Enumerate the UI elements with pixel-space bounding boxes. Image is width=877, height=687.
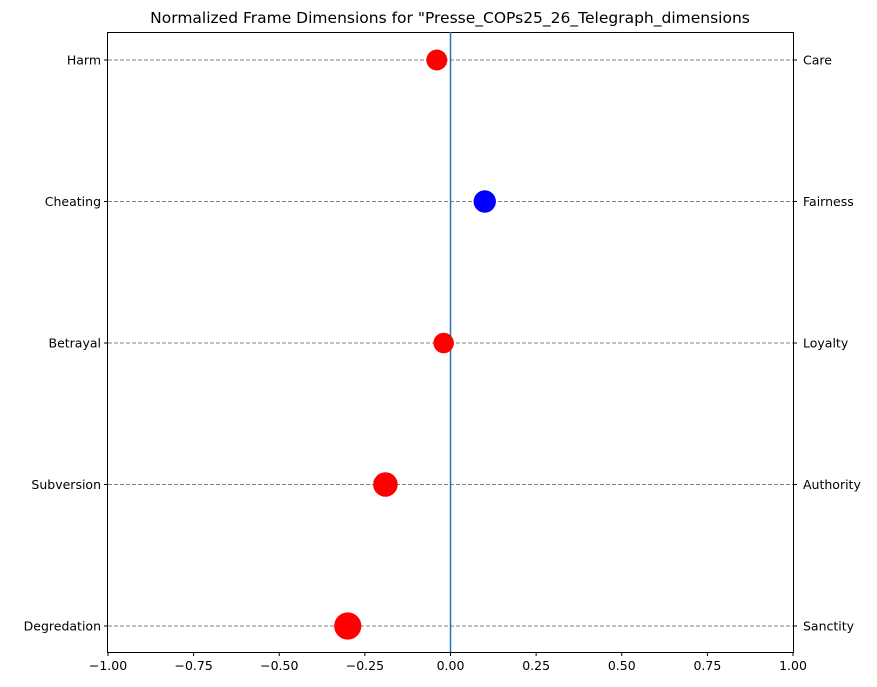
y-left-tick-label: Betrayal: [49, 336, 102, 351]
y-left-tick-label: Subversion: [31, 477, 101, 492]
y-left-tick-label: Cheating: [45, 194, 101, 209]
x-tick-label: 1.00: [779, 658, 807, 673]
y-right-tick-label: Loyalty: [803, 336, 849, 351]
data-point: [334, 612, 362, 640]
y-right-tick-label: Sanctity: [803, 619, 855, 634]
x-tick-label: −0.75: [174, 658, 212, 673]
x-tick-label: 0.75: [693, 658, 721, 673]
y-left-tick-label: Degredation: [24, 619, 101, 634]
data-point: [433, 332, 454, 354]
x-tick-label: 0.50: [608, 658, 636, 673]
y-left-tick-label: Harm: [67, 53, 101, 68]
x-tick-label: 0.00: [437, 658, 465, 673]
data-point: [473, 190, 496, 213]
y-right-tick-label: Authority: [803, 477, 861, 492]
y-right-tick-label: Fairness: [803, 194, 854, 209]
data-point: [373, 472, 398, 497]
chart-title: Normalized Frame Dimensions for "Presse_…: [150, 9, 750, 28]
x-tick-label: 0.25: [522, 658, 550, 673]
x-tick-label: −1.00: [89, 658, 127, 673]
y-right-tick-label: Care: [803, 53, 832, 68]
x-tick-label: −0.50: [260, 658, 298, 673]
x-tick-label: −0.25: [346, 658, 384, 673]
data-point: [426, 49, 448, 71]
